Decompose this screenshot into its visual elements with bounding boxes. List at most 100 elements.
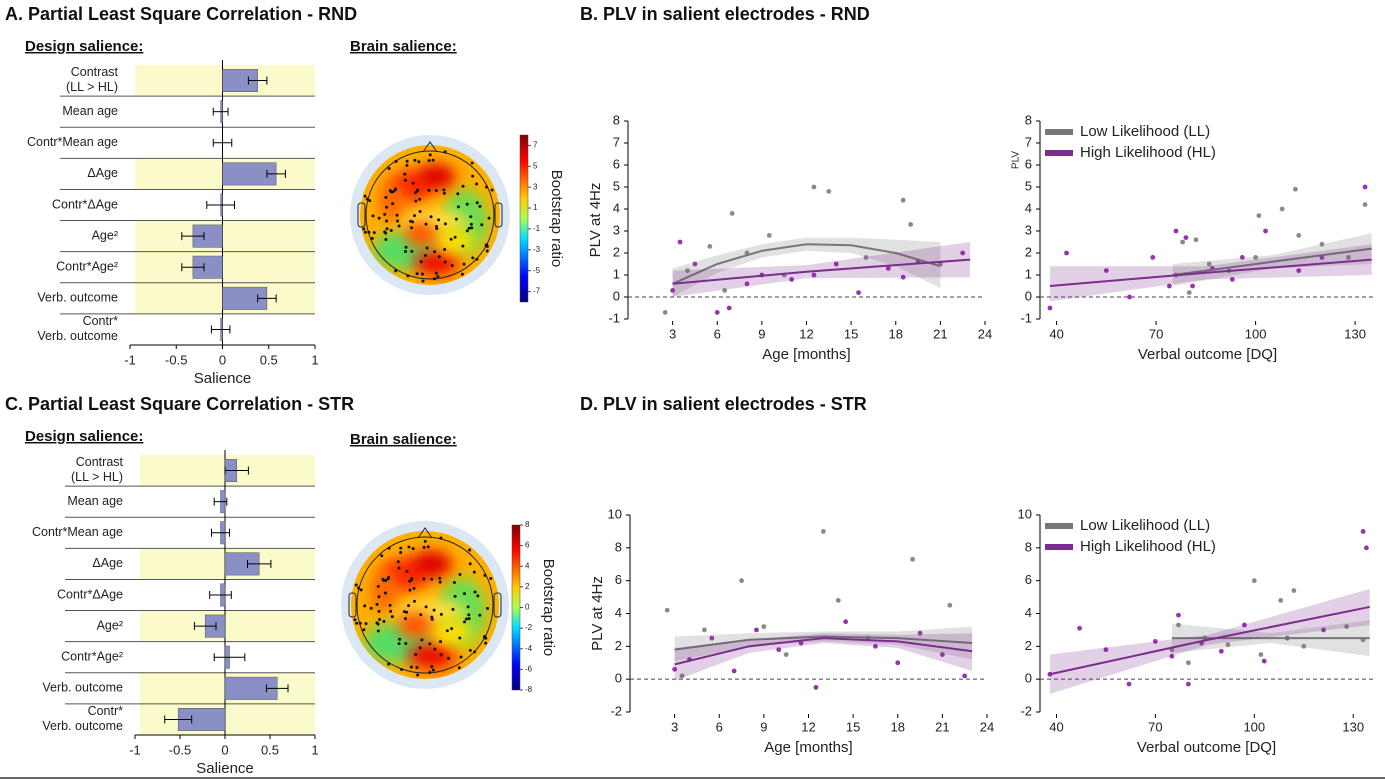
x-tick-label: 3	[669, 326, 676, 341]
data-point	[1218, 648, 1224, 654]
y-tick-label: 4	[613, 200, 620, 215]
category-label: Contr* Verb. outcome	[37, 314, 118, 343]
electrode	[399, 546, 403, 550]
design-subtitle: Design salience:	[25, 38, 143, 55]
electrode	[388, 189, 392, 193]
electrode	[422, 577, 426, 581]
data-point	[726, 305, 732, 311]
data-point	[908, 222, 914, 227]
data-point	[1180, 239, 1186, 245]
data-point	[1360, 529, 1366, 534]
x-tick-label: 70	[1149, 326, 1163, 341]
electrode	[363, 194, 367, 198]
y-tick-label: 8	[613, 112, 620, 127]
electrode	[413, 158, 417, 162]
electrode	[418, 209, 422, 213]
y-tick-label: 4	[1025, 200, 1032, 215]
error-bar	[247, 559, 272, 568]
electrode	[460, 272, 464, 276]
electrode	[403, 178, 407, 182]
error-bar	[193, 622, 217, 631]
electrode	[414, 191, 418, 195]
electrode	[432, 608, 436, 612]
data-point	[833, 261, 839, 267]
electrode	[375, 602, 379, 606]
row-highlight	[140, 610, 315, 642]
data-point	[1296, 233, 1302, 238]
electrode	[389, 609, 393, 613]
category-label: ΔAge	[92, 556, 123, 570]
electrode	[414, 652, 418, 656]
electrode	[443, 248, 447, 252]
category-label: Verb. outcome	[42, 681, 123, 695]
electrode	[422, 545, 426, 549]
colorbar-label: Bootstrap ratio	[548, 170, 565, 268]
x-tick-label: 40	[1049, 719, 1063, 734]
electrode	[394, 269, 398, 273]
electrode	[430, 577, 434, 581]
electrode	[454, 217, 458, 221]
colorbar-tick-label: -6	[525, 664, 533, 673]
data-point	[1242, 622, 1247, 628]
y-tick-label: 2	[1025, 638, 1032, 653]
data-point	[672, 666, 678, 672]
electrode	[428, 671, 432, 675]
electrode	[376, 629, 380, 633]
x-tick-label: 0.5	[260, 352, 278, 367]
x-axis-label: Salience	[194, 370, 252, 387]
electrode	[387, 546, 391, 550]
legend-label: High Likelihood (HL)	[1080, 538, 1216, 555]
electrode	[469, 222, 473, 226]
colorbar-tick-label: 7	[533, 141, 538, 150]
electrode	[483, 634, 487, 638]
data-point	[1292, 186, 1298, 192]
electrode	[403, 617, 407, 621]
electrode	[434, 224, 438, 228]
electrode	[394, 159, 398, 163]
x-tick-label: 40	[1049, 326, 1063, 341]
electrode	[433, 250, 437, 254]
data-point	[1190, 283, 1195, 289]
electrode	[417, 160, 421, 164]
category-label: Verb. outcome	[37, 291, 118, 305]
data-point	[1173, 228, 1179, 234]
electrode	[425, 246, 429, 250]
y-tick-label: -2	[1020, 703, 1032, 718]
electrode	[387, 662, 391, 666]
x-axis-label: Verbal outcome [DQ]	[1138, 346, 1277, 363]
y-tick-label: 1	[1025, 266, 1032, 281]
colorbar-tick-label: -3	[533, 245, 541, 254]
data-point	[895, 660, 901, 666]
data-point	[1362, 184, 1368, 190]
data-point	[1291, 588, 1297, 593]
electrode	[468, 648, 472, 652]
y-tick-label: 1	[613, 266, 620, 281]
electrode	[463, 620, 467, 624]
field-blob	[370, 571, 398, 612]
data-point	[1256, 213, 1262, 219]
electrode	[434, 189, 438, 193]
data-point	[1176, 622, 1181, 628]
data-point	[900, 197, 906, 203]
electrode	[357, 586, 361, 590]
category-label: Contrast (LL > HL)	[71, 455, 124, 484]
data-point	[776, 647, 782, 653]
data-point	[873, 643, 878, 649]
category-label: Contrast (LL > HL)	[66, 65, 119, 94]
electrode	[453, 594, 457, 598]
data-point	[1166, 283, 1172, 289]
x-tick-label: 18	[891, 719, 905, 734]
colorbar	[511, 524, 521, 691]
data-point	[766, 233, 772, 238]
data-point	[939, 652, 945, 657]
electrode	[433, 647, 437, 651]
confidence-band	[674, 633, 973, 681]
colorbar-tick-label: -8	[525, 685, 533, 694]
electrode	[438, 576, 442, 580]
category-label: Contr*Age²	[56, 260, 118, 274]
electrode	[388, 603, 392, 607]
electrode	[420, 272, 424, 276]
x-tick-label: -1	[124, 352, 136, 367]
electrode	[380, 554, 384, 558]
electrode	[443, 150, 447, 154]
